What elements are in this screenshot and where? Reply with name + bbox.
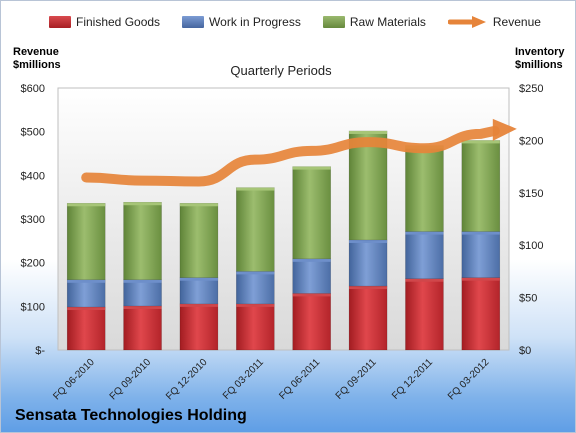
legend-label-work-in-progress: Work in Progress (209, 15, 301, 29)
right-axis-title: Inventory $millions (515, 46, 565, 72)
category-label-6: FQ 12-2011 (390, 357, 435, 402)
legend-item-work-in-progress: Work in Progress (182, 15, 301, 29)
company-name: Sensata Technologies Holding (15, 407, 247, 424)
bar-work-in-progress-7 (461, 231, 501, 278)
right-tick-label-3: $150 (519, 188, 543, 200)
left-tick-label-6: $600 (21, 83, 45, 95)
legend-label-revenue: Revenue (492, 15, 541, 29)
legend-item-revenue: Revenue (447, 15, 541, 29)
bar-top-raw-materials-7 (461, 140, 500, 144)
category-label-4: FQ 06-2011 (277, 357, 322, 402)
legend-item-raw-materials: Raw Materials (322, 15, 426, 29)
bar-top-finished-goods-6 (405, 278, 444, 282)
bar-finished-goods-6 (405, 278, 444, 351)
category-label-5: FQ 09-2011 (334, 357, 379, 402)
bar-top-finished-goods-7 (461, 277, 500, 281)
legend-item-finished-goods: Finished Goods (49, 15, 160, 29)
revenue-arrow-head (492, 118, 517, 141)
bar-top-finished-goods-2 (179, 303, 218, 307)
work-in-progress-swatch (182, 16, 205, 28)
bar-work-in-progress-0 (66, 279, 106, 308)
right-axis-ticks: $0 $50 $100 $150 $200 $250 (519, 83, 543, 357)
bar-finished-goods-0 (66, 306, 106, 351)
revenue-arrow-icon (447, 16, 486, 28)
left-axis-title-line2: $millions (13, 59, 61, 71)
bar-work-in-progress-5 (348, 239, 388, 287)
left-axis-ticks: $- $100 $200 $300 $400 $500 $600 (21, 83, 46, 357)
bar-finished-goods-5 (348, 285, 388, 351)
left-tick-label-1: $100 (21, 301, 45, 313)
right-tick-label-2: $100 (519, 240, 543, 252)
bar-top-work-in-progress-2 (179, 277, 218, 281)
bar-top-finished-goods-5 (349, 286, 388, 290)
left-tick-label-0: $- (35, 345, 45, 357)
left-axis-title: Revenue $millions (13, 46, 61, 72)
category-label-7: FQ 03-2012 (446, 357, 492, 403)
bars-group (66, 130, 501, 351)
bar-top-raw-materials-3 (236, 187, 275, 191)
raw-materials-swatch (322, 16, 345, 28)
category-label-0: FQ 06-2010 (51, 357, 97, 403)
bar-work-in-progress-2 (179, 277, 219, 305)
category-label-3: FQ 03-2011 (221, 357, 266, 402)
revenue-line-group (81, 118, 517, 187)
category-labels: FQ 06-2010 FQ 09-2010 FQ 12-2010 FQ 03-2011… (51, 357, 491, 403)
finished-goods-swatch (49, 16, 71, 28)
bar-top-work-in-progress-1 (123, 279, 162, 283)
bar-top-finished-goods-3 (236, 303, 275, 307)
left-tick-label-3: $300 (21, 214, 45, 226)
chart-title: Quarterly Periods (230, 63, 332, 78)
bar-raw-materials-5 (348, 130, 388, 241)
bar-finished-goods-4 (292, 293, 331, 351)
bar-finished-goods-7 (461, 277, 501, 351)
bar-top-raw-materials-2 (179, 203, 218, 207)
bar-top-work-in-progress-5 (349, 239, 388, 243)
left-axis-title-line1: Revenue (13, 46, 59, 58)
bar-top-raw-materials-0 (67, 203, 106, 207)
bar-work-in-progress-6 (405, 231, 444, 279)
bar-top-raw-materials-1 (123, 202, 162, 206)
bar-raw-materials-4 (292, 166, 331, 260)
right-axis-title-line1: Inventory (515, 46, 565, 58)
right-tick-label-4: $200 (519, 135, 543, 147)
bar-raw-materials-7 (461, 140, 501, 232)
legend: Finished Goods Work in Progress Raw Mate… (49, 15, 563, 29)
left-tick-label-2: $200 (21, 258, 45, 270)
bar-top-work-in-progress-4 (292, 258, 331, 262)
revenue-line (81, 125, 500, 187)
bar-top-raw-materials-5 (349, 130, 388, 134)
bar-raw-materials-3 (236, 187, 275, 272)
left-tick-label-4: $400 (21, 170, 45, 182)
left-tick-label-5: $500 (21, 127, 45, 139)
bar-finished-goods-1 (123, 305, 162, 351)
category-label-1: FQ 09-2010 (108, 357, 154, 403)
bar-top-finished-goods-4 (292, 293, 331, 297)
bar-raw-materials-2 (179, 203, 219, 278)
bar-raw-materials-1 (123, 201, 162, 281)
bar-finished-goods-2 (179, 303, 219, 351)
bar-work-in-progress-3 (236, 271, 275, 305)
bar-top-finished-goods-1 (123, 305, 162, 309)
right-axis-title-line2: $millions (515, 59, 563, 71)
bar-finished-goods-3 (236, 303, 275, 351)
legend-label-finished-goods: Finished Goods (76, 15, 161, 29)
right-tick-label-1: $50 (519, 293, 537, 305)
right-tick-label-5: $250 (519, 83, 543, 95)
right-tick-label-0: $0 (519, 345, 531, 357)
bar-top-work-in-progress-0 (67, 279, 106, 283)
bar-work-in-progress-1 (123, 279, 162, 307)
bar-top-finished-goods-0 (67, 307, 106, 311)
bar-work-in-progress-4 (292, 258, 331, 294)
bar-raw-materials-6 (405, 145, 444, 232)
bar-top-work-in-progress-6 (405, 231, 444, 235)
bar-raw-materials-0 (66, 203, 106, 281)
bar-top-work-in-progress-3 (236, 271, 275, 275)
bar-top-raw-materials-4 (292, 166, 331, 170)
category-label-2: FQ 12-2010 (164, 357, 210, 403)
legend-label-raw-materials: Raw Materials (349, 15, 426, 29)
bar-top-work-in-progress-7 (461, 231, 500, 235)
